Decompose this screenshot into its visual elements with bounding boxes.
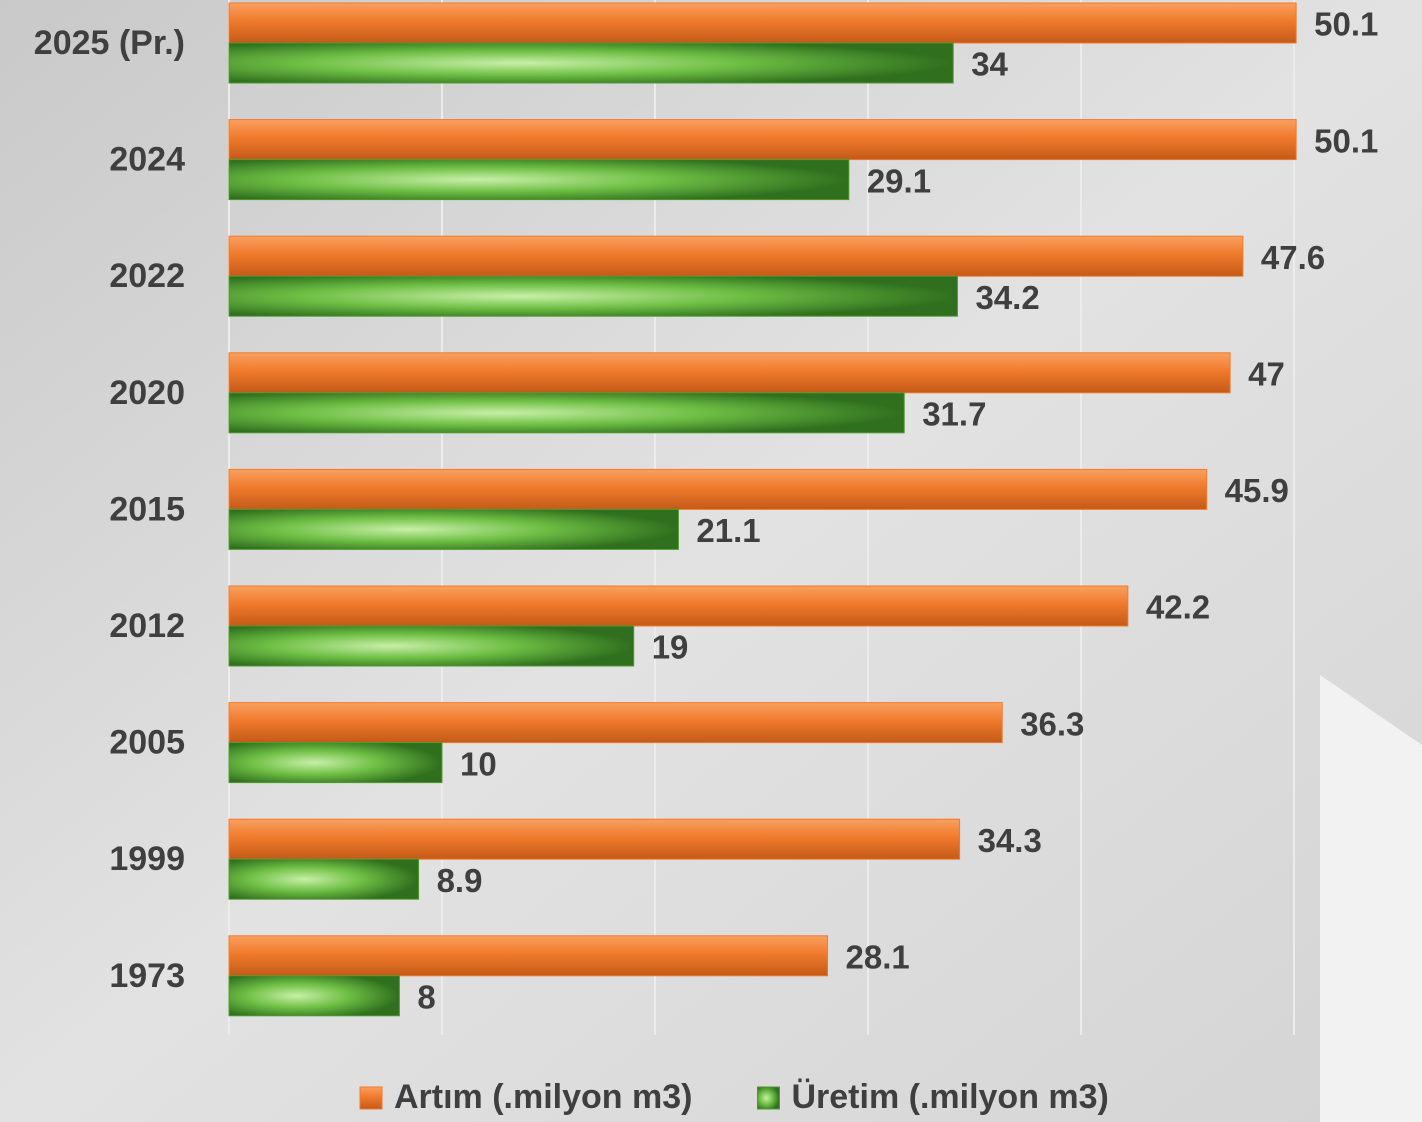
- data-label: 34.2: [975, 279, 1039, 316]
- data-label: 47: [1248, 356, 1285, 393]
- data-label: 34.3: [978, 822, 1042, 859]
- data-label: 50.1: [1314, 122, 1378, 159]
- y-tick-label: 2024: [109, 141, 185, 179]
- data-label: 29.1: [867, 162, 931, 199]
- data-label: 42.2: [1146, 589, 1210, 626]
- y-tick-label: 2005: [109, 724, 185, 762]
- bar: [228, 585, 1129, 627]
- bar: [228, 159, 850, 201]
- y-tick-label: 1999: [109, 840, 185, 878]
- bar: [228, 352, 1231, 394]
- bar: [228, 42, 954, 84]
- bar: [228, 935, 829, 977]
- background-shape: [1320, 675, 1422, 1122]
- y-tick-label: 2022: [109, 257, 185, 295]
- legend-label: Artım (.milyon m3): [394, 1078, 692, 1116]
- bar: [228, 275, 958, 317]
- legend-swatch: [756, 1086, 780, 1110]
- bar: [228, 392, 905, 434]
- data-label: 10: [460, 745, 497, 782]
- data-label: 36.3: [1020, 705, 1084, 742]
- data-label: 21.1: [696, 512, 760, 549]
- bar: [228, 508, 679, 550]
- data-label: 31.7: [922, 396, 986, 433]
- y-tick-label: 2015: [109, 490, 185, 528]
- bar: [228, 742, 443, 784]
- bar: [228, 468, 1208, 510]
- data-label: 8.9: [437, 862, 483, 899]
- bar: [228, 119, 1297, 161]
- y-tick-label: 2012: [109, 607, 185, 645]
- legend-label: Üretim (.milyon m3): [791, 1078, 1108, 1116]
- legend-swatch: [359, 1086, 383, 1110]
- data-label: 47.6: [1261, 239, 1325, 276]
- bar: [228, 2, 1297, 44]
- y-tick-label: 2020: [109, 374, 185, 412]
- data-label: 28.1: [846, 939, 910, 976]
- bar: [228, 858, 420, 900]
- bar: [228, 818, 961, 860]
- y-tick-label: 2025 (Pr.): [34, 24, 185, 62]
- data-label: 19: [652, 629, 689, 666]
- y-tick-label: 1973: [109, 957, 185, 995]
- data-label: 8: [417, 979, 435, 1016]
- data-label: 34: [971, 46, 1008, 83]
- bar: [228, 975, 400, 1017]
- data-label: 50.1: [1314, 6, 1378, 43]
- bar: [228, 625, 635, 667]
- bar: [228, 702, 1003, 744]
- bar: [228, 235, 1244, 277]
- data-label: 45.9: [1225, 472, 1289, 509]
